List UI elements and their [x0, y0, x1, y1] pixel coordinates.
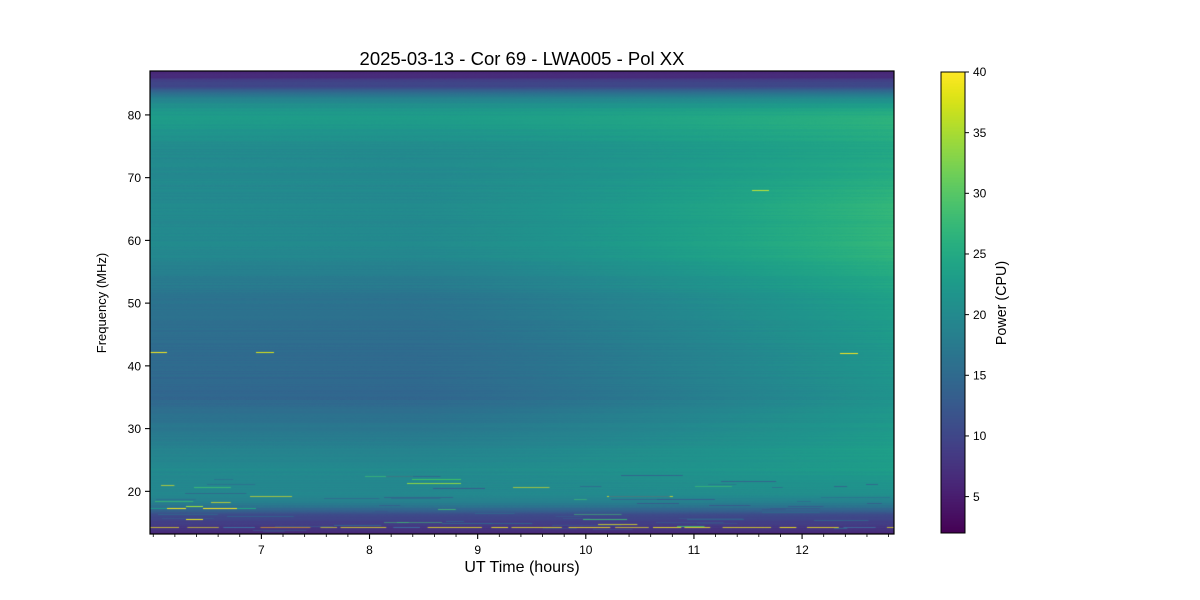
- svg-text:8: 8: [366, 543, 373, 557]
- svg-text:40: 40: [128, 359, 142, 373]
- svg-text:2025-03-13 - Cor 69 - LWA005 -: 2025-03-13 - Cor 69 - LWA005 - Pol XX: [360, 48, 685, 69]
- svg-text:11: 11: [688, 543, 701, 557]
- svg-text:20: 20: [128, 485, 142, 499]
- svg-text:5: 5: [973, 490, 980, 504]
- svg-text:UT Time (hours): UT Time (hours): [464, 559, 579, 576]
- svg-text:25: 25: [973, 247, 987, 261]
- svg-text:10: 10: [973, 429, 987, 443]
- svg-text:30: 30: [128, 422, 142, 436]
- svg-text:9: 9: [474, 543, 481, 557]
- svg-text:80: 80: [128, 108, 142, 122]
- svg-text:35: 35: [973, 126, 987, 140]
- svg-text:15: 15: [973, 368, 987, 382]
- svg-text:7: 7: [258, 543, 265, 557]
- svg-text:Frequency (MHz): Frequency (MHz): [94, 253, 109, 353]
- svg-text:20: 20: [973, 308, 987, 322]
- svg-text:50: 50: [128, 297, 142, 311]
- svg-text:30: 30: [973, 187, 987, 201]
- svg-text:Power (CPU): Power (CPU): [994, 261, 1010, 345]
- svg-text:40: 40: [973, 65, 987, 79]
- svg-text:12: 12: [795, 543, 809, 557]
- svg-text:60: 60: [128, 234, 142, 248]
- svg-text:10: 10: [579, 543, 593, 557]
- svg-text:70: 70: [128, 171, 142, 185]
